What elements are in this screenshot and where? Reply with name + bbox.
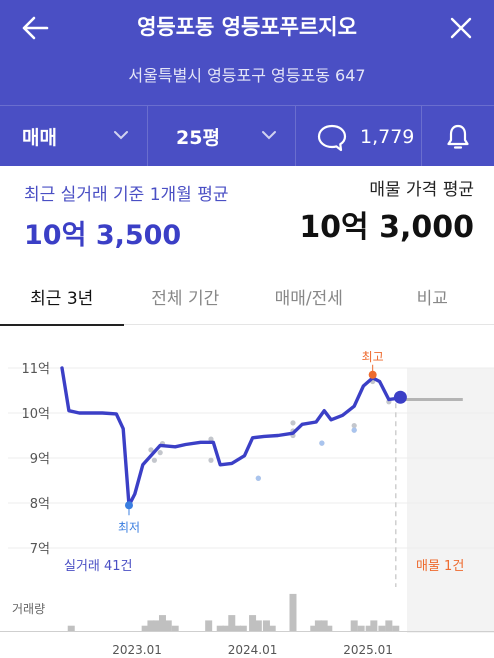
comments-button[interactable]: 1,779 (296, 106, 422, 167)
x-tick-label: 2024.01 (228, 643, 278, 657)
scatter-point (351, 427, 357, 433)
recent-avg-caption: 최근 실거래 기준 1개월 평균 (24, 185, 229, 205)
volume-bar (216, 625, 224, 631)
close-button[interactable] (444, 12, 478, 44)
volume-bar (365, 625, 373, 631)
volume-label: 거래량 (12, 602, 45, 616)
tab-compare[interactable]: 비교 (416, 289, 448, 309)
scatter-point (351, 423, 357, 429)
low-marker (124, 501, 133, 510)
volume-bar (164, 620, 172, 631)
scatter-point (255, 475, 261, 481)
y-tick-label: 7억 (30, 542, 50, 557)
volume-bar (147, 620, 155, 631)
listing-count-label: 매물 1건 (416, 559, 464, 574)
volume-bar (268, 625, 276, 631)
listing-avg-value: 10억 3,000 (299, 210, 474, 245)
bell-icon (447, 124, 469, 149)
low-marker-label: 최저 (118, 520, 140, 534)
volume-bar (205, 620, 213, 631)
volume-bar (289, 593, 297, 631)
volume-bar (171, 625, 179, 631)
notification-button[interactable] (422, 106, 494, 167)
high-marker (368, 370, 377, 379)
tab-sale-rent[interactable]: 매매/전세 (274, 289, 343, 309)
transaction-count-label: 실거래 41건 (64, 559, 133, 574)
current-point (393, 390, 407, 404)
speech-bubble-icon (317, 124, 347, 152)
comment-count: 1,779 (360, 125, 415, 148)
y-tick-label: 10억 (21, 407, 50, 422)
y-tick-label: 8억 (30, 497, 50, 512)
high-marker-label: 최고 (362, 350, 384, 364)
x-tick-label: 2023.01 (112, 643, 162, 657)
recent-avg-value: 10억 3,500 (24, 220, 182, 251)
scatter-point (148, 447, 154, 453)
volume-bar (392, 625, 400, 631)
close-icon (450, 17, 472, 39)
trade-type-label: 매매 (22, 127, 57, 149)
tab-all-period[interactable]: 전체 기간 (151, 289, 220, 309)
volume-bar (325, 625, 333, 631)
area-label: 25평 (176, 127, 220, 149)
scatter-point (157, 450, 163, 456)
scatter-point (208, 457, 214, 463)
listing-avg-caption: 매물 가격 평균 (369, 180, 474, 200)
scatter-point (208, 436, 214, 442)
volume-bar (262, 620, 270, 631)
volume-bar (158, 615, 166, 631)
volume-bar (350, 620, 358, 631)
chevron-down-icon (262, 131, 276, 140)
area-select[interactable]: 25평 (148, 106, 296, 167)
volume-bar (234, 625, 242, 631)
volume-bar (141, 625, 149, 631)
volume-bar (357, 625, 365, 631)
period-tabs: 최근 3년 전체 기간 매매/전세 비교 (0, 268, 494, 326)
volume-bar (320, 620, 328, 631)
arrow-left-icon (22, 16, 49, 40)
trade-type-select[interactable]: 매매 (0, 106, 148, 167)
back-button[interactable] (18, 12, 52, 44)
app-header: 영등포동 영등포푸르지오 서울특별시 영등포구 영등포동 647 매매 25평 … (0, 0, 494, 167)
volume-bar (67, 625, 75, 631)
x-tick-label: 2025.01 (343, 643, 393, 657)
volume-bar (228, 615, 236, 631)
volume-bar (153, 620, 161, 631)
volume-bar (370, 620, 378, 631)
filter-bar: 매매 25평 1,779 (0, 105, 494, 167)
volume-bar (385, 620, 393, 631)
scatter-point (151, 457, 157, 463)
volume-bar (254, 620, 262, 631)
volume-bar (314, 620, 322, 631)
chevron-down-icon (114, 131, 128, 140)
y-tick-label: 9억 (30, 452, 50, 467)
scatter-point (319, 440, 325, 446)
price-line (60, 366, 403, 508)
volume-bar (378, 625, 386, 631)
page-title: 영등포동 영등포푸르지오 (137, 15, 357, 39)
tab-recent-3y[interactable]: 최근 3년 (0, 268, 124, 326)
address-text: 서울특별시 영등포구 영등포동 647 (128, 66, 366, 85)
scatter-point (290, 420, 296, 426)
volume-bar (222, 625, 230, 631)
volume-bar (310, 625, 318, 631)
volume-bar (239, 625, 247, 631)
volume-bar (249, 615, 257, 631)
y-tick-label: 11억 (21, 362, 50, 377)
listing-zone (407, 368, 494, 633)
